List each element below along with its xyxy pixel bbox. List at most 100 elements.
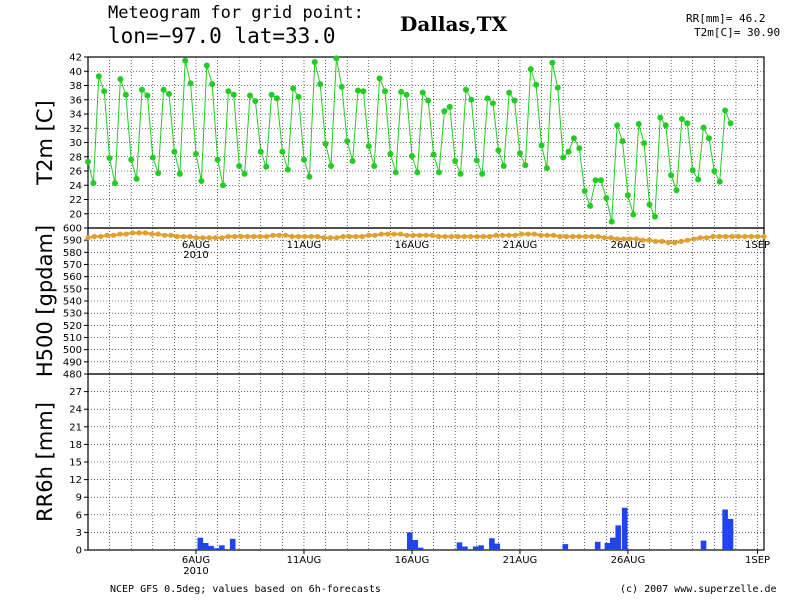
h500-point	[251, 233, 257, 240]
h500-point	[219, 235, 225, 241]
x-tick-label: 16AUG	[395, 555, 430, 566]
t2m-point	[354, 87, 361, 94]
h500-point	[295, 233, 302, 240]
h500-point	[193, 235, 200, 241]
t2m-point	[489, 100, 496, 107]
h500-point	[238, 233, 244, 240]
t2m-point	[155, 170, 162, 177]
h500-point	[308, 233, 314, 240]
t2m-point	[608, 218, 615, 225]
t2m-point	[543, 165, 550, 172]
t2m-point	[290, 85, 297, 92]
h500-point	[480, 233, 486, 240]
t2m-point	[576, 145, 583, 152]
t2m-point	[273, 95, 280, 102]
t2m-tick-label: 40	[69, 67, 82, 78]
t2m-point	[192, 150, 199, 157]
t2m-point	[95, 73, 102, 80]
h500-point	[123, 231, 129, 237]
t2m-point	[635, 120, 642, 127]
t2m-tick-label: 22	[69, 195, 82, 206]
t2m-point	[425, 97, 432, 104]
h500-point	[130, 230, 136, 236]
h500-point	[98, 233, 104, 240]
h500-point	[314, 233, 321, 240]
rr6h-bar	[219, 545, 225, 550]
h500-point	[487, 233, 493, 240]
t2m-point	[122, 91, 129, 98]
h500-point	[672, 240, 678, 246]
t2m-point	[376, 75, 383, 82]
h500-point	[691, 236, 697, 242]
h500-point	[410, 232, 416, 238]
t2m-point	[716, 178, 723, 185]
h500-point	[85, 235, 91, 241]
rr6h-tick-label: 27	[69, 387, 82, 398]
h500-point	[544, 232, 550, 238]
t2m-point	[371, 163, 378, 170]
t2m-point	[322, 140, 329, 147]
h500-point	[659, 238, 665, 244]
rr6h-bar	[412, 540, 419, 550]
h500-point	[359, 233, 365, 240]
h500-tick-label: 500	[63, 345, 82, 356]
h500-point	[640, 237, 646, 243]
t2m-point	[171, 148, 178, 155]
location-name: Dallas,TX	[400, 12, 508, 36]
h500-point	[678, 238, 684, 244]
h500-point	[391, 231, 397, 237]
h500-point	[550, 232, 557, 238]
t2m-tick-label: 32	[69, 124, 82, 135]
h500-point	[340, 233, 346, 240]
h500-point	[570, 233, 576, 240]
t2m-point	[468, 96, 475, 103]
t2m-point	[252, 98, 259, 105]
t2m-point	[106, 155, 113, 162]
t2m-point	[700, 124, 707, 131]
t2m-point	[241, 170, 248, 177]
rr6h-tick-label: 9	[76, 493, 82, 504]
t2m-point	[522, 162, 529, 169]
h500-point	[512, 232, 518, 238]
h500-point	[206, 235, 212, 241]
t2m-point	[317, 81, 324, 88]
t2m-point	[187, 80, 194, 87]
h500-point	[499, 232, 506, 238]
t2m-point	[160, 86, 167, 93]
rr6h-bar	[594, 541, 601, 550]
rr6h-bar	[202, 542, 209, 550]
h500-point	[429, 232, 435, 238]
h500-point	[614, 236, 620, 242]
t2m-point	[419, 89, 426, 96]
t2m-point	[705, 135, 712, 142]
rr6h-bar	[456, 542, 463, 550]
h500-point	[531, 231, 538, 237]
h500-point	[627, 236, 633, 242]
t2m-tick-label: 28	[69, 152, 82, 163]
t2m-point	[587, 202, 594, 209]
t2m-point	[403, 91, 410, 98]
rr6h-bar	[208, 545, 214, 550]
t2m-point	[111, 180, 118, 187]
h500-point	[601, 235, 608, 241]
rr6h-tick-label: 15	[69, 458, 82, 469]
panel-frame	[87, 373, 765, 551]
t2m-point	[198, 177, 205, 184]
t2m-point	[138, 86, 145, 93]
t2m-point	[527, 66, 534, 73]
t2m-point	[333, 55, 340, 62]
h500-point	[174, 233, 180, 240]
x-tick-label-mid: 16AUG	[395, 240, 430, 251]
h500-point	[346, 233, 353, 240]
t2m-point	[398, 88, 405, 95]
t2m-tick-label: 26	[69, 167, 82, 178]
t2m-point	[230, 91, 237, 98]
t2m-point	[462, 86, 469, 93]
h500-tick-label: 590	[63, 236, 82, 247]
t2m-tick-label: 24	[69, 181, 82, 192]
h500-point	[697, 235, 703, 241]
x-tick-label: 21AUG	[503, 555, 538, 566]
h500-point	[525, 231, 531, 237]
h500-point	[200, 235, 206, 241]
t2m-point	[144, 92, 151, 99]
